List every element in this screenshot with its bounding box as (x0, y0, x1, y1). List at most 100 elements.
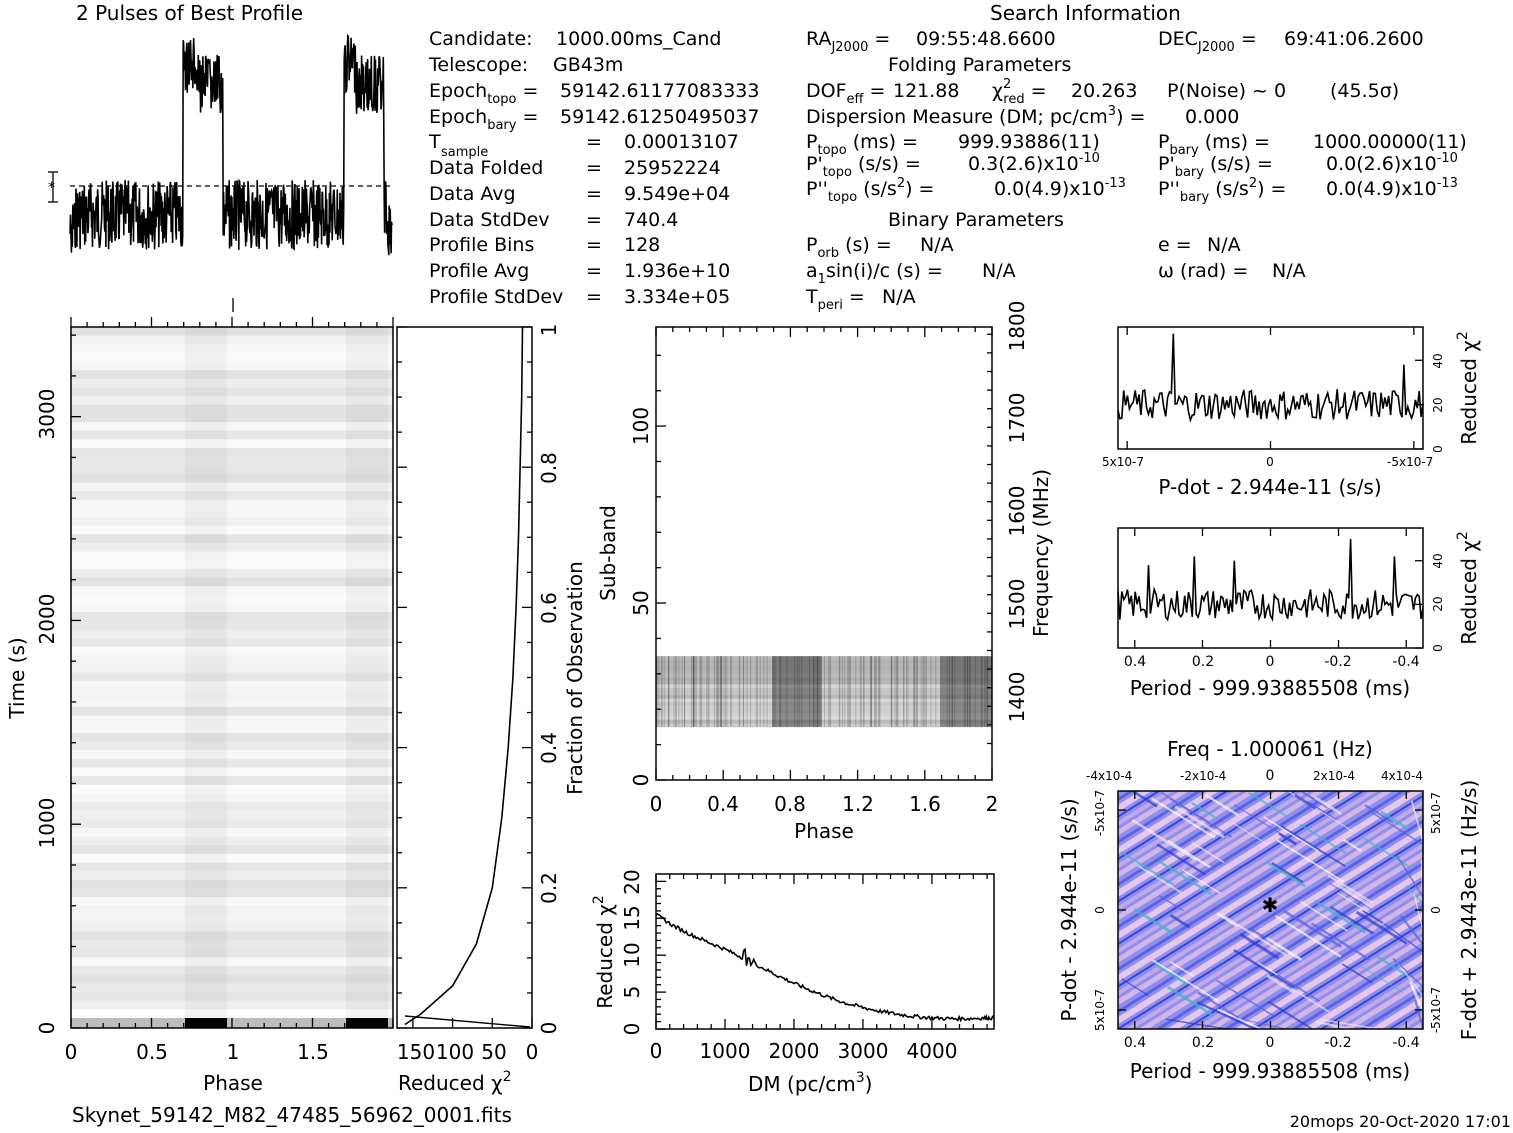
pdot-xtick-2: -5x10-7 (1387, 455, 1433, 469)
p-pdot-streak (1275, 915, 1342, 958)
time-phase-row (71, 957, 393, 967)
time-chi2-panel: 150 100 50 0 Reduced χ2 0 0.2 0.4 0.6 0.… (396, 324, 587, 1095)
subband-streak (949, 656, 951, 727)
time-phase-row (71, 603, 393, 613)
subband-streak (879, 656, 881, 727)
per-xtick-3: -0.2 (1324, 654, 1351, 670)
subband-streak (974, 656, 976, 727)
dec-label: DECJ2000 = (1158, 28, 1257, 55)
subband-streak (657, 656, 658, 727)
subband-streak (818, 656, 820, 727)
subband-row (656, 698, 992, 703)
tp-xtick-1: 0.5 (136, 1040, 168, 1064)
sb-ytick-0: 0 (629, 774, 653, 787)
subband-streak (830, 656, 832, 727)
p-pdot-streak (1336, 883, 1369, 906)
pp-toptick-2: 0 (1266, 768, 1275, 784)
p-pdot-streak (1121, 978, 1149, 997)
p-pdot-streak (1158, 860, 1213, 896)
time-phase-row (71, 378, 393, 388)
tc-ytick-0: 0 (537, 1022, 561, 1035)
time-phase-row (71, 396, 393, 406)
subband-streak (786, 656, 788, 727)
time-phase-row (71, 473, 393, 483)
time-phase-row (71, 819, 393, 829)
subband-row (656, 666, 992, 671)
tp-ytick-2: 2000 (35, 594, 59, 645)
tc-xlabel: Reduced χ2 (398, 1069, 512, 1095)
time-phase-row (71, 456, 393, 466)
sb-y2label: Frequency (MHz) (1029, 469, 1053, 637)
time-phase-row (71, 681, 393, 691)
p-pdot-streak (1283, 909, 1342, 948)
p-pdot-streak (1161, 792, 1210, 823)
subband-streak (755, 656, 757, 727)
pdtopo-value: 0.3(2.6)x10-10 (968, 151, 1100, 175)
subband-streak (720, 656, 722, 727)
time-phase-row (71, 327, 393, 337)
profile-bins-label: Profile Bins (429, 234, 534, 256)
p-pdot-streak (1216, 912, 1239, 928)
time-phase-row (71, 733, 393, 743)
dm-ytick-3: 15 (620, 905, 644, 930)
omega-label: ω (rad) = (1158, 260, 1248, 282)
p-pdot-streak (1362, 966, 1404, 994)
dm-value: 0.000 (1185, 106, 1239, 128)
subband-streak (780, 656, 782, 727)
subband-streak (759, 656, 761, 727)
subband-streak (870, 656, 872, 727)
subband-streak (916, 656, 918, 727)
p-pdot-streak (1191, 841, 1225, 863)
profile-stddev-value: 3.334e+05 (624, 286, 730, 308)
p-pdot-streak (1137, 865, 1182, 894)
pdot-chi2-frame (1117, 326, 1424, 450)
a1sini-value: N/A (982, 260, 1016, 282)
subband-streak (693, 656, 695, 727)
data-stddev-eq: = (586, 209, 602, 231)
pp-toptick-0: -4x10-4 (1086, 769, 1132, 783)
ra-label: RAJ2000 = (806, 28, 890, 55)
p-pdot-streak (1300, 900, 1348, 932)
data-stddev-label: Data StdDev (429, 209, 550, 231)
pulse-profile-panel: * (48, 33, 393, 312)
subband-streak (925, 656, 927, 727)
subband-streak (730, 656, 731, 727)
pulse-profile-line (69, 33, 393, 256)
time-phase-row (71, 853, 393, 863)
ptopo-value: 999.93886(11) (958, 131, 1100, 153)
time-phase-row (71, 983, 393, 993)
subband-streak (860, 656, 862, 727)
period-chi2-line (1117, 538, 1424, 623)
pp-y2tick-1: 0 (1429, 906, 1443, 914)
subband-streak (692, 656, 694, 727)
time-phase-row (71, 422, 393, 432)
subband-streak (668, 656, 670, 727)
subband-streak (678, 656, 680, 727)
subband-streak (890, 656, 892, 727)
p-pdot-streak (1414, 999, 1425, 1030)
tp-ytick-1: 1000 (35, 798, 59, 849)
subband-streak (673, 656, 675, 727)
pp-xtick-4: -0.4 (1392, 1035, 1419, 1051)
subband-row (656, 684, 992, 689)
p-pdot-streak (1314, 796, 1343, 816)
time-phase-row (71, 905, 393, 915)
dec-value: 69:41:06.2600 (1284, 28, 1424, 50)
data-avg-label: Data Avg (429, 183, 516, 205)
tp-ytick-3: 3000 (35, 389, 59, 440)
binary-title: Binary Parameters (888, 209, 1064, 231)
time-phase-row (71, 966, 393, 976)
pp-toptick-4: 4x10-4 (1381, 769, 1423, 783)
time-phase-row (71, 542, 393, 552)
chi2-label: χ2 red = (992, 77, 1047, 107)
p-pdot-streak (1413, 893, 1424, 931)
subband-streak (661, 656, 663, 727)
p-pdot-streak (1278, 832, 1297, 846)
per-ylabel: Reduced χ2 (1455, 531, 1481, 645)
sb-y2tick-4: 1800 (1005, 301, 1029, 352)
sb-ytick-1: 50 (629, 590, 653, 615)
subband-pulse-column (772, 656, 822, 727)
subband-streak (863, 656, 865, 727)
subband-streak (863, 656, 865, 727)
